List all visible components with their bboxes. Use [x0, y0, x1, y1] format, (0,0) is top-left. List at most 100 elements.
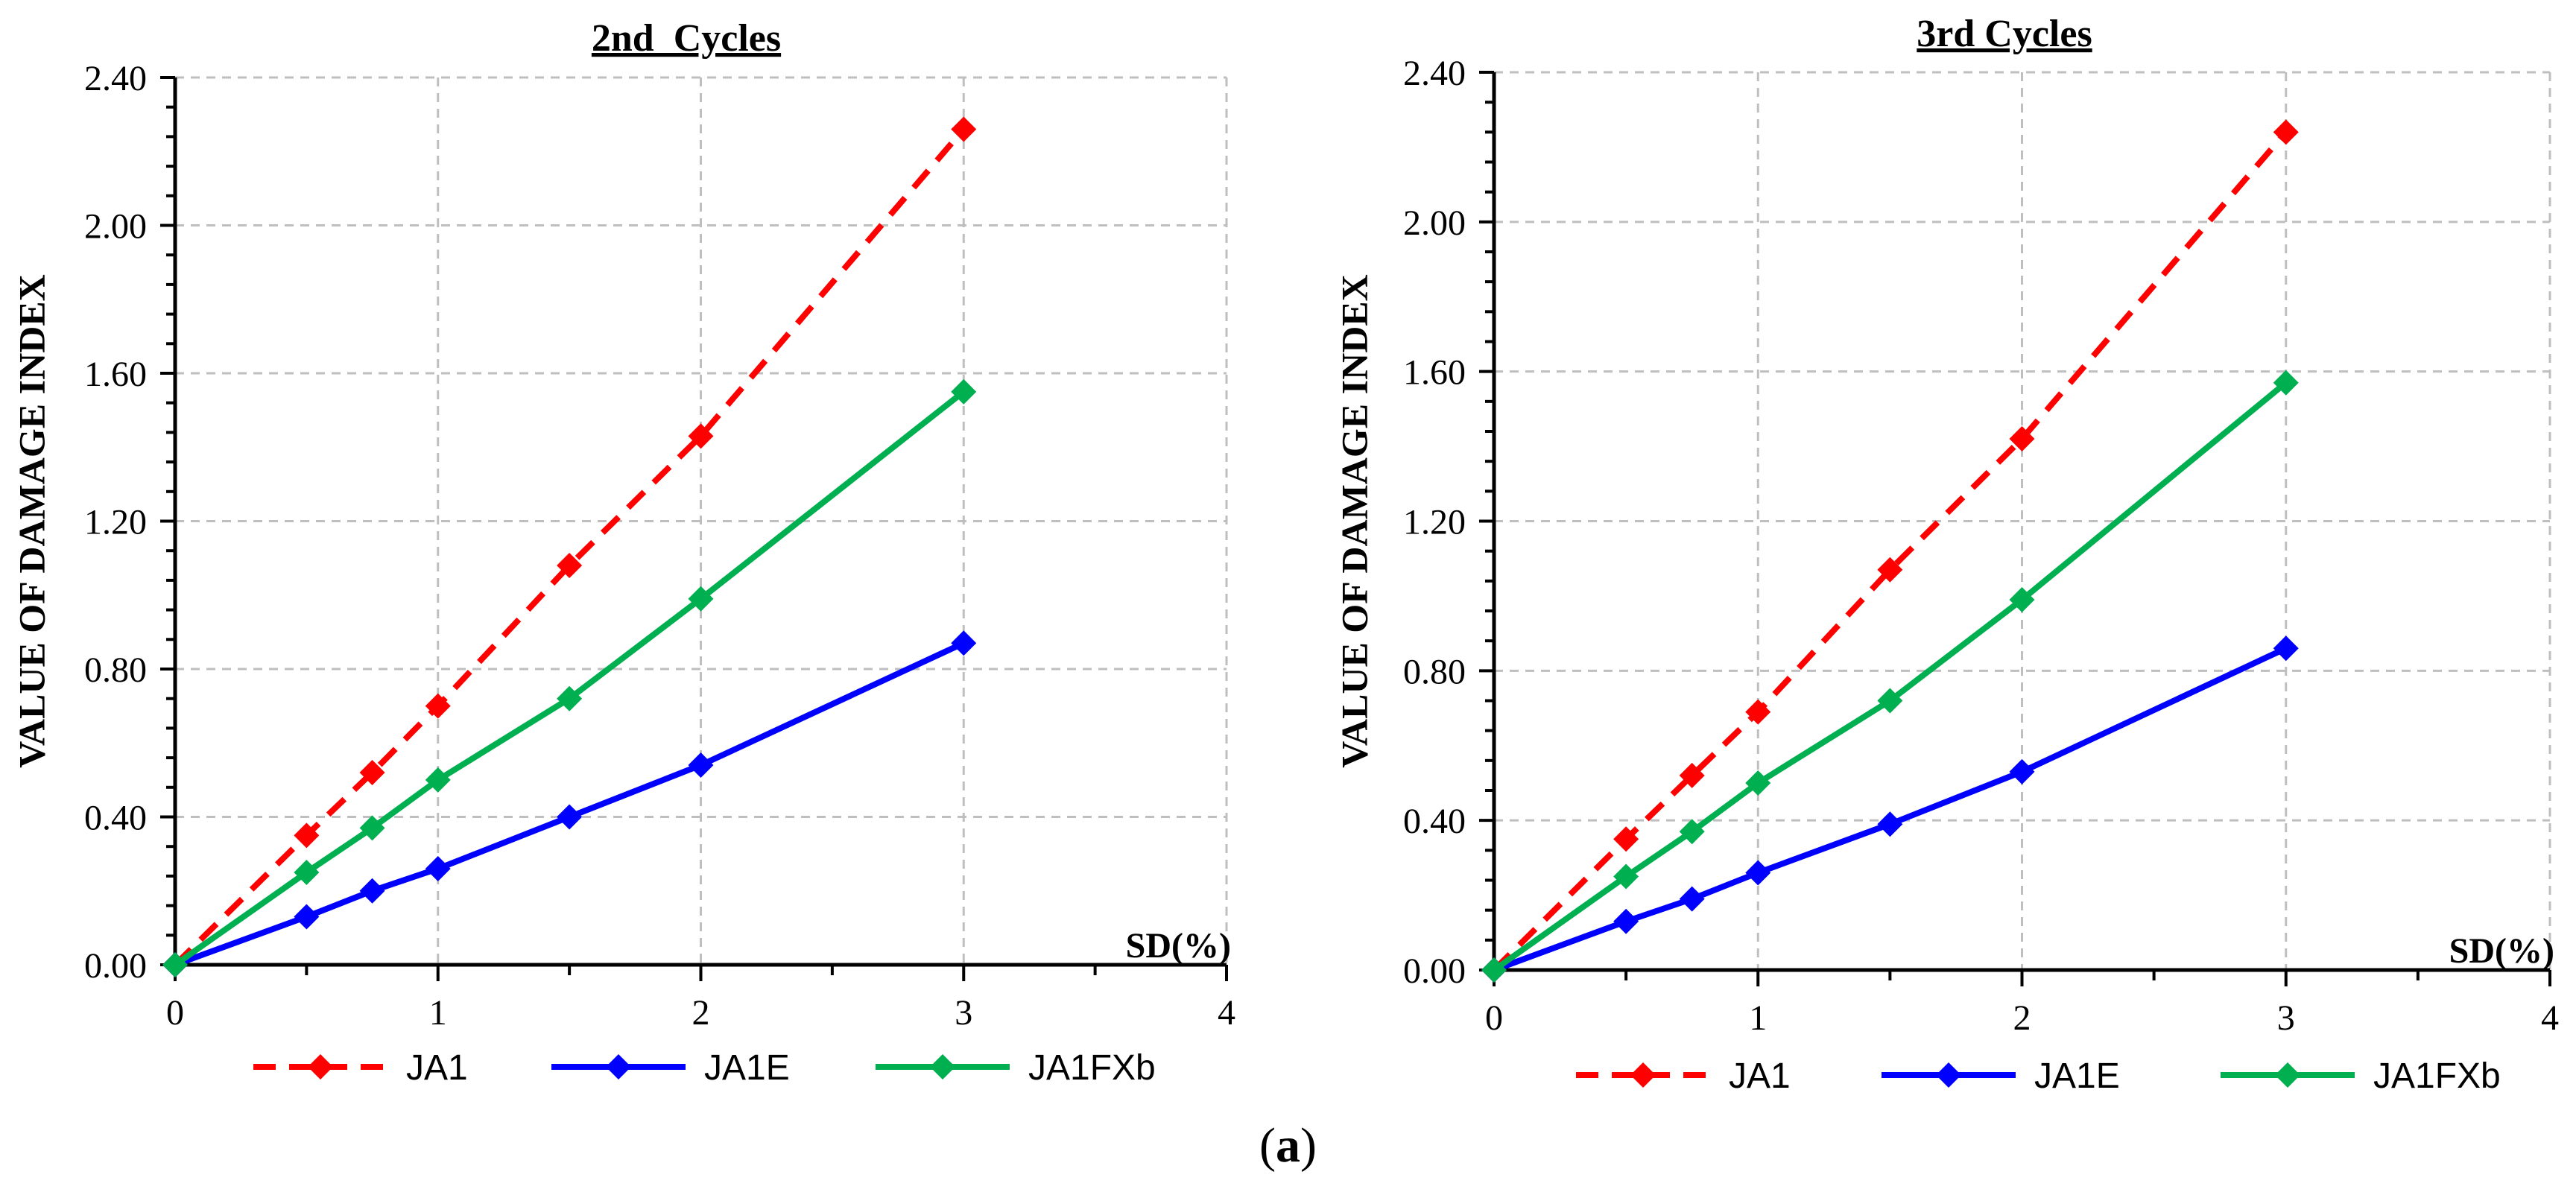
- data-point: [1613, 863, 1639, 890]
- y-tick-label: 0.40: [1403, 802, 1466, 841]
- x-tick-label: 4: [1218, 993, 1235, 1033]
- chart-2: 0.00 0.40 0.80 1.20 1.60 2.00 2.40 0 1 2 3 4 3rd Cyc…: [1333, 13, 2559, 1096]
- x-tick-label: 0: [1485, 998, 1503, 1038]
- data-point: [294, 904, 320, 930]
- series-line: [1492, 130, 2288, 972]
- x-tick-label: 4: [2541, 998, 2559, 1038]
- y-tick-label: 2.00: [1403, 203, 1466, 243]
- data-point: [425, 855, 451, 881]
- y-tick-label: 0.80: [84, 650, 147, 690]
- caption-open: (: [1259, 1118, 1276, 1173]
- series-JA1: [162, 116, 977, 977]
- x-tick-label: 1: [429, 993, 447, 1033]
- data-point: [1679, 819, 1705, 845]
- series-line: [1492, 380, 2288, 973]
- legend-marker: [308, 1054, 333, 1080]
- caption-label: a: [1276, 1118, 1300, 1173]
- series-JA1E: [1481, 635, 2299, 983]
- y-tick-label: 2.40: [1403, 54, 1466, 93]
- y-tick-label: 1.20: [84, 503, 147, 542]
- y-tick-label: 1.60: [1403, 353, 1466, 393]
- legend: JA1 JA1E JA1FXb: [1576, 1056, 2501, 1096]
- y-tick-label: 2.00: [84, 207, 147, 247]
- legend-label: JA1: [1729, 1056, 1791, 1096]
- y-axis-label: VALUE OF DAMAGE INDEX: [10, 274, 52, 768]
- y-tick-label: 1.60: [84, 355, 147, 394]
- data-point: [1745, 699, 1771, 725]
- y-axis-label: VALUE OF DAMAGE INDEX: [1333, 274, 1375, 768]
- data-point: [557, 553, 583, 579]
- data-point: [1679, 886, 1705, 912]
- data-point: [2273, 370, 2299, 396]
- chart-title: 2nd Cycles: [592, 17, 781, 60]
- data-point: [951, 630, 977, 656]
- caption-close: ): [1300, 1118, 1317, 1173]
- y-tick-label: 2.40: [84, 59, 147, 98]
- x-tick-label: 3: [955, 993, 972, 1033]
- data-point: [1745, 770, 1771, 796]
- data-point: [688, 752, 714, 779]
- data-point: [557, 685, 583, 711]
- data-point: [951, 116, 977, 142]
- x-tick-label: 3: [2277, 998, 2295, 1038]
- series-JA1: [1481, 119, 2299, 983]
- data-point: [2009, 758, 2035, 784]
- y-tick-label: 0.40: [84, 799, 147, 838]
- data-point: [294, 859, 320, 885]
- gridlines: [1494, 71, 2551, 970]
- y-tick-label: 0.00: [1403, 951, 1466, 991]
- series-line: [173, 127, 966, 967]
- data-point: [359, 759, 385, 785]
- x-tick-label: 2: [692, 993, 710, 1033]
- series-JA1E: [162, 630, 977, 977]
- data-point: [2009, 426, 2035, 452]
- data-point: [951, 378, 977, 405]
- data-point: [425, 767, 451, 793]
- data-point: [1481, 957, 1507, 983]
- legend: JA1 JA1E JA1FXb: [253, 1048, 1156, 1088]
- legend-marker: [2275, 1062, 2300, 1088]
- y-tick-label: 0.00: [84, 946, 147, 986]
- x-tick-label: 0: [166, 993, 184, 1033]
- data-point: [359, 878, 385, 904]
- legend-label: JA1FXb: [1028, 1048, 1156, 1088]
- legend-label: JA1E: [704, 1048, 790, 1088]
- x-tick-label: 2: [2013, 998, 2031, 1038]
- data-point: [425, 693, 451, 719]
- data-point: [688, 586, 714, 612]
- chart-1: 0.00 0.40 0.80 1.20 1.60 2.00 2.40 0 1 2 3 4 2nd Cyc…: [10, 17, 1235, 1088]
- legend-marker: [930, 1054, 955, 1080]
- data-point: [1745, 860, 1771, 886]
- data-point: [2009, 586, 2035, 612]
- chart-title: 3rd Cycles: [1917, 13, 2092, 55]
- series-JA1FXb: [1481, 370, 2299, 983]
- data-point: [2273, 635, 2299, 662]
- x-axis-label: SD(%): [2449, 931, 2554, 971]
- data-point: [1877, 688, 1903, 714]
- data-point: [2273, 119, 2299, 145]
- x-axis-label: SD(%): [1126, 926, 1231, 966]
- x-tick-label: 1: [1749, 998, 1767, 1038]
- y-tick-label: 1.20: [1403, 503, 1466, 542]
- legend-marker: [1630, 1062, 1656, 1088]
- data-point: [1613, 826, 1639, 852]
- legend-label: JA1: [406, 1048, 468, 1088]
- data-point: [1877, 557, 1903, 583]
- legend-label: JA1E: [2034, 1056, 2120, 1096]
- legend-label: JA1FXb: [2373, 1056, 2501, 1096]
- series-line: [173, 389, 966, 968]
- legend-marker: [1936, 1062, 1961, 1088]
- y-tick-label: 0.80: [1403, 652, 1466, 691]
- figure-caption: (a): [0, 1118, 2576, 1174]
- data-point: [688, 423, 714, 449]
- legend-marker: [606, 1054, 631, 1080]
- data-point: [1877, 811, 1903, 837]
- series-JA1FXb: [162, 378, 977, 977]
- data-point: [359, 815, 385, 841]
- data-point: [557, 804, 583, 830]
- gridlines: [175, 76, 1228, 965]
- data-point: [1679, 762, 1705, 788]
- data-point: [1613, 908, 1639, 934]
